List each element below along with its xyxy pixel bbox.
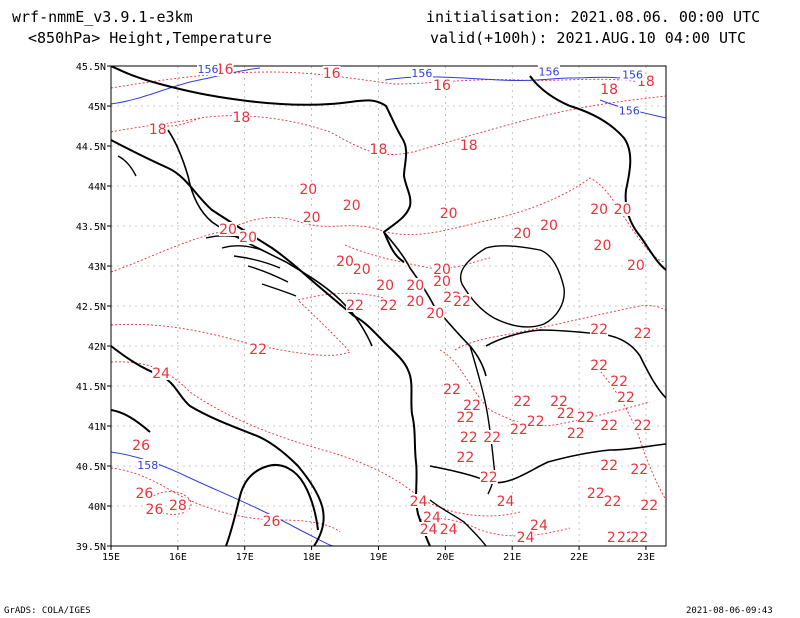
isotherm-label: 22 xyxy=(604,494,622,510)
isotherm-label: 22 xyxy=(630,530,648,546)
lon-tick-label: 23E xyxy=(637,552,655,563)
lat-tick-label: 40.5N xyxy=(76,462,106,473)
lon-tick-label: 22E xyxy=(570,552,588,563)
isotherm-label: 22 xyxy=(483,430,501,446)
height-label: 156 xyxy=(411,67,432,80)
isotherm-label: 22 xyxy=(577,410,595,426)
lat-tick-label: 43N xyxy=(88,262,106,273)
isotherm-label: 22 xyxy=(630,462,648,478)
isotherm-label: 24 xyxy=(152,366,170,382)
isotherm-label: 20 xyxy=(406,278,424,294)
isotherm-label: 18 xyxy=(600,82,618,98)
isotherm-label: 20 xyxy=(303,210,321,226)
isotherm-label: 22 xyxy=(460,430,478,446)
isotherm-label: 24 xyxy=(497,494,515,510)
isotherm-label: 20 xyxy=(594,238,612,254)
isotherm-label: 22 xyxy=(590,358,608,374)
isotherm-label: 16 xyxy=(433,78,451,94)
isotherm-label: 20 xyxy=(239,230,257,246)
isotherm-label: 26 xyxy=(136,486,154,502)
lon-tick-label: 15E xyxy=(102,552,120,563)
isotherm-label: 22 xyxy=(634,418,652,434)
isotherm-label: 22 xyxy=(456,410,474,426)
lat-tick-label: 41.5N xyxy=(76,382,106,393)
isotherm-label: 28 xyxy=(169,498,187,514)
isotherm-label: 18 xyxy=(232,110,250,126)
isotherm-label: 22 xyxy=(527,414,545,430)
isotherm-label: 22 xyxy=(380,298,398,314)
height-label: 156 xyxy=(622,69,643,82)
lon-tick-label: 18E xyxy=(303,552,321,563)
isotherm-label: 26 xyxy=(263,514,281,530)
isotherm-label: 20 xyxy=(219,222,237,238)
lat-tick-label: 39.5N xyxy=(76,542,106,553)
lat-tick-label: 44.5N xyxy=(76,142,106,153)
isotherm-label: 22 xyxy=(587,486,605,502)
isotherm-label: 20 xyxy=(614,202,632,218)
lat-tick-label: 42.5N xyxy=(76,302,106,313)
isotherm-label: 26 xyxy=(146,502,164,518)
isotherm-label: 22 xyxy=(249,342,267,358)
lat-tick-label: 45N xyxy=(88,102,106,113)
lat-tick-label: 41N xyxy=(88,422,106,433)
plot-timestamp: 2021-08-06-09:43 xyxy=(686,606,773,616)
height-label: 158 xyxy=(137,459,158,472)
height-label: 156 xyxy=(538,65,559,78)
isotherm-label: 22 xyxy=(480,470,498,486)
isotherm-label: 22 xyxy=(443,382,461,398)
isotherm-label: 20 xyxy=(426,306,444,322)
lon-tick-label: 17E xyxy=(236,552,254,563)
isotherm-label: 20 xyxy=(376,278,394,294)
grads-credit: GrADS: COLA/IGES xyxy=(4,606,91,616)
isotherm-label: 22 xyxy=(590,322,608,338)
lat-tick-label: 42N xyxy=(88,342,106,353)
isotherm-label: 20 xyxy=(406,294,424,310)
isotherm-label: 22 xyxy=(567,426,585,442)
isotherm-label: 22 xyxy=(610,374,628,390)
isotherm-label: 20 xyxy=(343,198,361,214)
height-label: 156 xyxy=(619,105,640,118)
isotherm-label: 20 xyxy=(627,258,645,274)
lat-tick-label: 40N xyxy=(88,502,106,513)
isotherm-label: 20 xyxy=(590,202,608,218)
isotherm-label: 24 xyxy=(440,522,458,538)
lon-tick-label: 21E xyxy=(503,552,521,563)
lon-tick-label: 20E xyxy=(436,552,454,563)
isotherm-label: 20 xyxy=(513,226,531,242)
isotherm-label: 16 xyxy=(323,66,341,82)
isotherm-label: 18 xyxy=(149,122,167,138)
isotherm-label: 22 xyxy=(513,394,531,410)
isotherm-label: 18 xyxy=(370,142,388,158)
isotherm-label: 20 xyxy=(540,218,558,234)
isotherm-label: 26 xyxy=(132,438,150,454)
isotherm-label: 22 xyxy=(557,406,575,422)
isotherm-label: 20 xyxy=(336,254,354,270)
isotherm-label: 24 xyxy=(410,494,428,510)
lon-tick-label: 16E xyxy=(169,552,187,563)
isotherm-label: 18 xyxy=(460,138,478,154)
lat-tick-label: 43.5N xyxy=(76,222,106,233)
isotherm-label: 20 xyxy=(440,206,458,222)
lat-tick-label: 44N xyxy=(88,182,106,193)
isotherm-label: 22 xyxy=(640,498,658,514)
isotherm-label: 20 xyxy=(353,262,371,278)
isotherm-label: 22 xyxy=(600,418,618,434)
isotherm-label: 20 xyxy=(299,182,317,198)
isotherm-label: 22 xyxy=(617,390,635,406)
isotherm-label: 24 xyxy=(517,530,535,546)
isotherm-label: 20 xyxy=(433,274,451,290)
isotherm-label: 22 xyxy=(510,422,528,438)
lon-tick-label: 19E xyxy=(369,552,387,563)
isotherm-label: 22 xyxy=(346,298,364,314)
isotherm-label: 24 xyxy=(420,522,438,538)
height-label: 156 xyxy=(197,63,218,76)
lat-tick-label: 45.5N xyxy=(76,62,106,73)
isotherm-label: 22 xyxy=(456,450,474,466)
isotherm-label: 22 xyxy=(453,294,471,310)
isotherm-label: 22 xyxy=(634,326,652,342)
isotherm-label: 22 xyxy=(600,458,618,474)
